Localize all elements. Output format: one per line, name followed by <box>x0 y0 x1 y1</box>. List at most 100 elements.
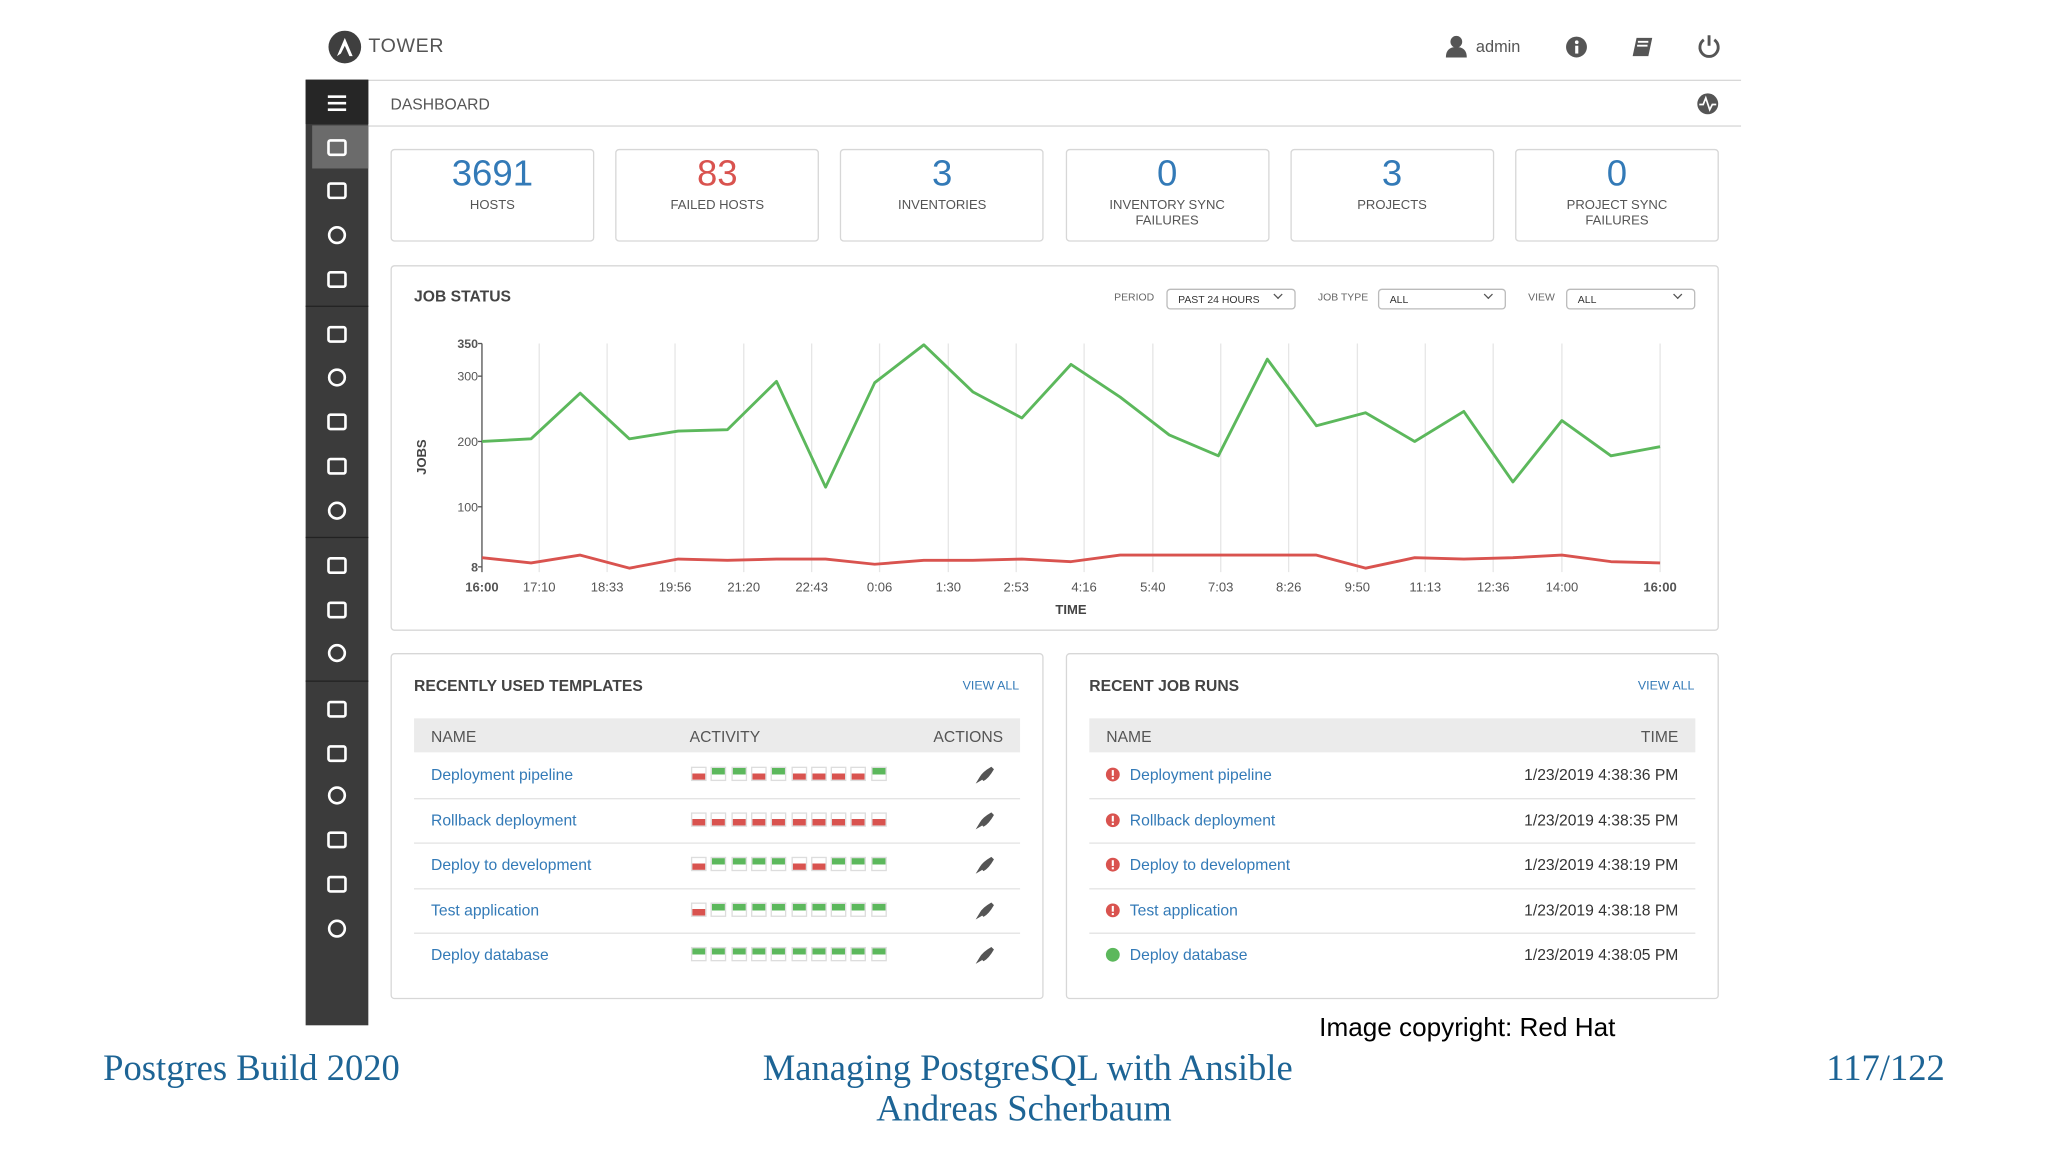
template-name[interactable]: Rollback deployment <box>431 810 577 829</box>
activity-square[interactable] <box>730 766 747 782</box>
activity-square[interactable] <box>730 856 747 872</box>
activity-square[interactable] <box>710 901 727 917</box>
stat-card[interactable] <box>615 148 820 242</box>
stat-label[interactable]: INVENTORIES <box>898 198 987 213</box>
activity-square[interactable] <box>790 811 807 827</box>
activity-square[interactable] <box>870 766 887 782</box>
stat-label[interactable]: HOSTS <box>469 198 515 213</box>
activity-square[interactable] <box>870 946 887 962</box>
activity-square[interactable] <box>790 901 807 917</box>
nav-icon[interactable] <box>325 874 349 895</box>
stat-card[interactable] <box>1515 148 1719 242</box>
nav-icon[interactable] <box>325 555 349 576</box>
activity-square[interactable] <box>850 946 867 962</box>
nav-icon[interactable] <box>325 600 349 621</box>
activity-square[interactable] <box>730 811 747 827</box>
activity-square[interactable] <box>690 766 707 782</box>
template-name[interactable]: Deployment pipeline <box>431 765 574 784</box>
activity-square[interactable] <box>770 766 787 782</box>
activity-square[interactable] <box>770 901 787 917</box>
stat-value[interactable]: 3 <box>932 152 953 194</box>
nav-icon[interactable] <box>325 324 349 345</box>
view-all-link[interactable]: VIEW ALL <box>1637 679 1695 694</box>
activity-square[interactable] <box>810 901 827 917</box>
filter-value[interactable]: PAST 24 HOURS <box>1178 293 1260 306</box>
rocket-icon[interactable] <box>975 946 994 964</box>
filter-dropdown[interactable] <box>1166 288 1296 310</box>
stat-value[interactable]: 3 <box>1381 152 1403 194</box>
filter-value[interactable]: ALL <box>1389 293 1409 306</box>
stat-value[interactable]: 0 <box>1606 152 1628 194</box>
stat-label[interactable]: FAILED HOSTS <box>670 198 765 213</box>
nav-icon[interactable] <box>325 785 349 806</box>
job-name[interactable]: Deploy to development <box>1129 855 1291 874</box>
activity-square[interactable] <box>810 856 827 872</box>
activity-square[interactable] <box>810 766 827 782</box>
activity-square[interactable] <box>870 901 887 917</box>
stat-value[interactable]: 83 <box>696 152 738 194</box>
activity-square[interactable] <box>770 856 787 872</box>
activity-square[interactable] <box>870 856 887 872</box>
stat-card[interactable] <box>1065 148 1270 242</box>
template-name[interactable]: Test application <box>431 900 540 919</box>
stat-value[interactable]: 0 <box>1156 152 1178 194</box>
activity-square[interactable] <box>810 811 827 827</box>
activity-square[interactable] <box>830 811 847 827</box>
nav-icon[interactable] <box>325 180 349 201</box>
stat-label[interactable]: PROJECT SYNC FAILURES <box>1566 198 1668 228</box>
stat-label[interactable]: PROJECTS <box>1357 198 1427 213</box>
activity-square[interactable] <box>750 811 767 827</box>
activity-square[interactable] <box>870 811 887 827</box>
rocket-icon[interactable] <box>975 856 994 874</box>
activity-square[interactable] <box>790 856 807 872</box>
menu-icon[interactable] <box>325 93 349 114</box>
template-name[interactable]: Deploy to development <box>431 855 592 874</box>
launch-button[interactable] <box>974 856 995 876</box>
rocket-icon[interactable] <box>975 766 994 784</box>
nav-icon[interactable] <box>325 137 349 158</box>
activity-square[interactable] <box>690 811 707 827</box>
launch-button[interactable] <box>974 946 995 966</box>
rocket-icon[interactable] <box>975 811 994 829</box>
activity-square[interactable] <box>850 856 867 872</box>
activity-square[interactable] <box>770 946 787 962</box>
activity-square[interactable] <box>710 811 727 827</box>
user-name[interactable]: admin <box>1475 37 1521 57</box>
user-icon[interactable] <box>1445 34 1469 60</box>
activity-square[interactable] <box>750 946 767 962</box>
stat-value[interactable]: 3691 <box>451 152 534 194</box>
nav-icon[interactable] <box>325 367 349 388</box>
activity-square[interactable] <box>790 766 807 782</box>
activity-square[interactable] <box>770 811 787 827</box>
launch-button[interactable] <box>974 765 995 785</box>
activity-stream-icon[interactable] <box>1697 93 1719 115</box>
launch-button[interactable] <box>974 901 995 921</box>
rocket-icon[interactable] <box>975 901 994 919</box>
filter-dropdown[interactable] <box>1377 288 1506 310</box>
nav-icon[interactable] <box>325 456 349 477</box>
activity-square[interactable] <box>690 856 707 872</box>
nav-icon[interactable] <box>325 500 349 521</box>
activity-square[interactable] <box>750 901 767 917</box>
activity-square[interactable] <box>730 946 747 962</box>
info-icon[interactable] <box>1565 35 1589 59</box>
job-name[interactable]: Test application <box>1129 900 1238 919</box>
activity-square[interactable] <box>750 766 767 782</box>
activity-square[interactable] <box>830 766 847 782</box>
stat-label[interactable]: INVENTORY SYNC FAILURES <box>1109 198 1225 228</box>
nav-icon[interactable] <box>325 918 349 939</box>
nav-icon[interactable] <box>325 743 349 764</box>
stat-card[interactable] <box>840 148 1045 242</box>
activity-square[interactable] <box>850 901 867 917</box>
template-name[interactable]: Deploy database <box>431 945 549 964</box>
filter-dropdown[interactable] <box>1566 288 1696 310</box>
activity-square[interactable] <box>710 856 727 872</box>
activity-square[interactable] <box>850 811 867 827</box>
nav-icon[interactable] <box>325 411 349 432</box>
nav-icon[interactable] <box>325 269 349 290</box>
job-name[interactable]: Deploy database <box>1129 945 1248 964</box>
nav-icon[interactable] <box>325 225 349 246</box>
activity-square[interactable] <box>710 946 727 962</box>
launch-button[interactable] <box>974 810 995 830</box>
activity-square[interactable] <box>730 901 747 917</box>
